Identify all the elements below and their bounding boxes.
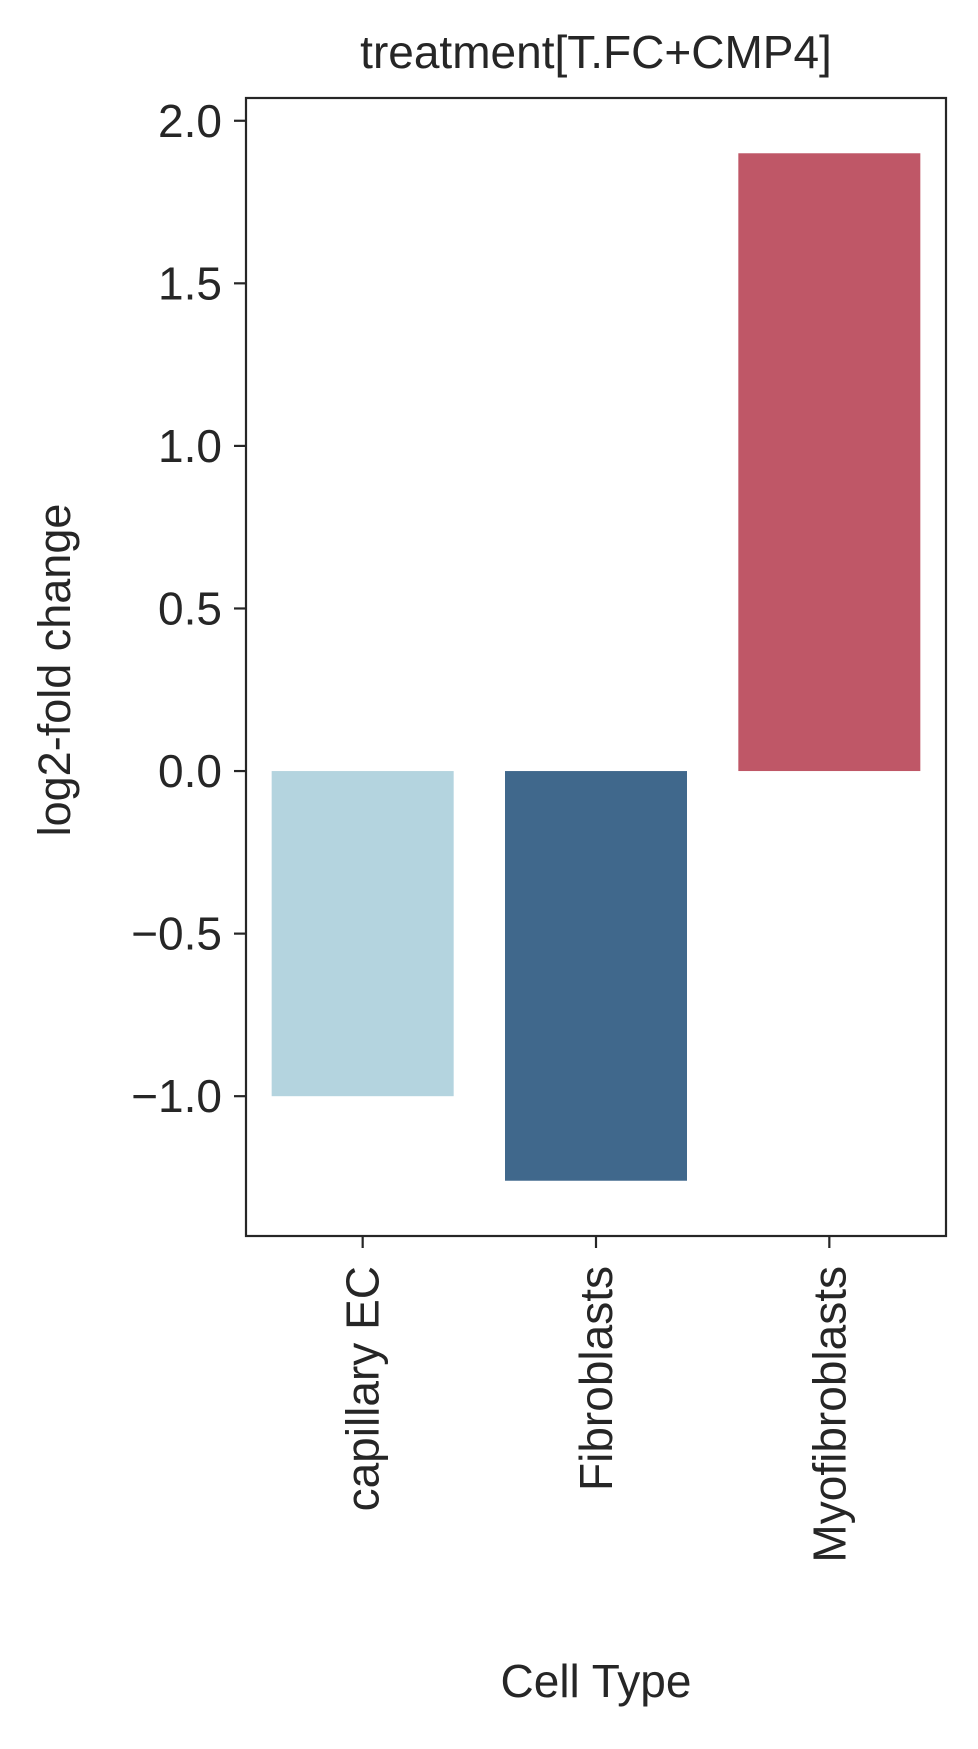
bar-fibroblasts (505, 771, 687, 1181)
x-tick-label: Myofibroblasts (803, 1266, 855, 1563)
y-tick-label: 0.0 (158, 745, 222, 797)
y-tick-label: 0.5 (158, 582, 222, 634)
bar-capillary-ec (271, 771, 454, 1097)
bars-group (271, 153, 921, 1181)
x-ticks-group: capillary EC Fibroblasts Myofibroblasts (337, 1236, 855, 1563)
plot-frame (244, 96, 948, 1238)
chart-title: treatment[T.FC+CMP4] (360, 26, 832, 78)
y-axis-label: log2-fold change (29, 504, 80, 837)
y-ticks-group: −1.0 −0.5 0.0 0.5 1.0 1.5 2.0 (131, 95, 246, 1122)
y-tick-label: 1.0 (158, 420, 222, 472)
y-tick-label: 1.5 (158, 257, 222, 309)
x-tick-label: Fibroblasts (570, 1266, 622, 1491)
y-tick-label: −1.0 (131, 1070, 222, 1122)
y-tick-label: −0.5 (131, 908, 222, 960)
x-axis-label: Cell Type (501, 1655, 692, 1707)
x-tick-label: capillary EC (337, 1266, 389, 1511)
y-tick-label: 2.0 (158, 95, 222, 147)
bar-myofibroblasts (738, 153, 921, 772)
